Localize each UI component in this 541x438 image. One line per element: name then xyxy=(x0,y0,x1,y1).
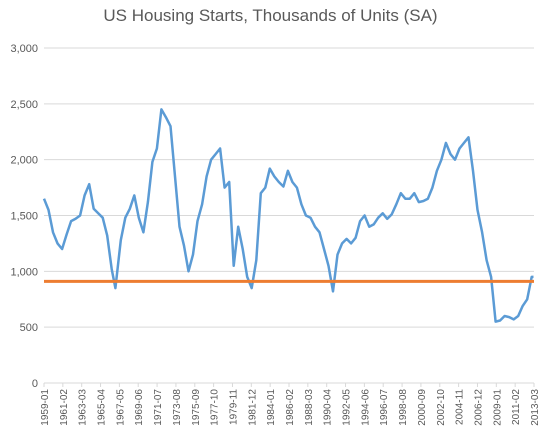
x-tick-label: 1979-11 xyxy=(228,389,239,425)
x-tick-label: 2006-12 xyxy=(473,389,484,426)
x-tick-label: 1996-07 xyxy=(379,389,390,426)
x-tick-label: 1967-05 xyxy=(115,389,126,426)
x-tick-label: 1961-02 xyxy=(59,389,70,426)
x-tick-label: 1975-09 xyxy=(191,389,202,426)
x-tick-label: 1998-08 xyxy=(398,389,409,426)
y-tick-label: 1,500 xyxy=(10,211,38,223)
x-tick-label: 1959-01 xyxy=(40,389,51,426)
x-tick-label: 1971-07 xyxy=(153,389,164,426)
x-tick-label: 2004-11 xyxy=(455,389,466,425)
x-tick-label: 1977-10 xyxy=(210,389,221,426)
x-tick-label: 2009-01 xyxy=(492,389,503,426)
x-tick-label: 2011-02 xyxy=(511,389,522,425)
x-tick-label: 1981-12 xyxy=(247,389,258,426)
y-tick-label: 0 xyxy=(32,378,38,390)
x-tick-label: 1994-06 xyxy=(360,389,371,426)
housing-starts-line xyxy=(42,108,534,323)
x-tick-label: 1984-01 xyxy=(266,389,277,426)
x-tick-label: 1986-02 xyxy=(285,389,296,426)
x-tick-label: 2013-03 xyxy=(530,389,541,426)
x-tick-label: 1969-06 xyxy=(134,389,145,426)
x-tick-label: 1988-03 xyxy=(304,389,315,426)
y-tick-label: 1,000 xyxy=(10,266,38,278)
x-tick-label: 1965-04 xyxy=(97,389,108,426)
x-tick-label: 1992-05 xyxy=(342,389,353,426)
y-tick-label: 2,500 xyxy=(10,99,38,111)
x-tick-label: 2000-09 xyxy=(417,389,428,426)
x-tick-label: 1963-03 xyxy=(78,389,89,426)
x-tick-label: 2002-10 xyxy=(436,389,447,426)
x-tick-label: 1990-04 xyxy=(323,389,334,426)
y-tick-label: 500 xyxy=(20,322,38,334)
x-tick-label: 1973-08 xyxy=(172,389,183,426)
y-tick-label: 3,000 xyxy=(10,43,38,55)
y-tick-label: 2,000 xyxy=(10,155,38,167)
chart-title: US Housing Starts, Thousands of Units (S… xyxy=(103,6,438,25)
